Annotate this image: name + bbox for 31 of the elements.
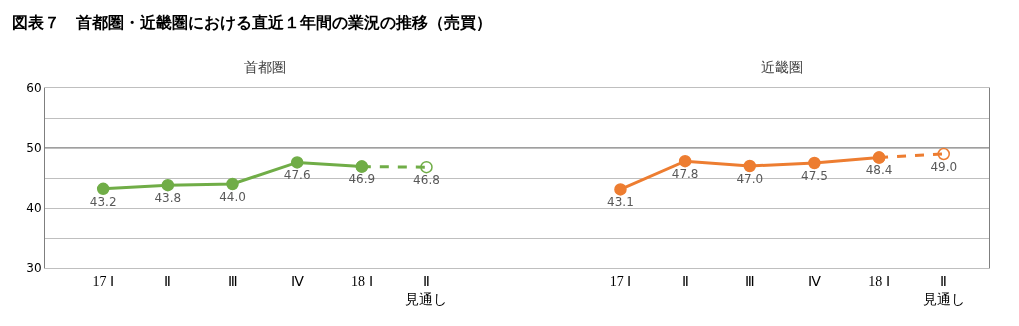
- x-tick-label: Ⅱ 見通し: [405, 273, 448, 307]
- x-tick-label: 17 Ⅰ: [609, 273, 632, 289]
- x-tick-label: 17 Ⅰ: [92, 273, 114, 289]
- data-label: 49.0: [930, 159, 958, 174]
- data-label: 46.9: [348, 172, 376, 187]
- x-tick-label: 18 Ⅰ: [868, 273, 890, 289]
- x-tick-label: Ⅲ: [744, 273, 755, 289]
- data-label: 43.2: [89, 194, 117, 209]
- x-tick-label: Ⅱ 見通し: [922, 273, 965, 307]
- data-label: 43.8: [154, 191, 182, 206]
- y-tick-label: 30: [26, 261, 42, 276]
- data-label: 48.4: [865, 163, 893, 178]
- text: 首都圏: [244, 59, 286, 75]
- x-tick-label: Ⅱ: [164, 273, 172, 289]
- data-label: 47.5: [801, 168, 828, 183]
- x-tick-label: Ⅱ: [681, 273, 689, 289]
- y-tick-label: 50: [26, 141, 42, 156]
- x-tick-label: Ⅲ: [227, 273, 238, 289]
- y-tick-label: 60: [26, 81, 42, 96]
- data-label: 47.6: [283, 168, 311, 183]
- x-tick-label: Ⅳ: [807, 273, 821, 289]
- y-tick-label: 40: [26, 201, 42, 216]
- data-label: 47.0: [736, 171, 764, 186]
- chart-title: 図表７ 首都圏・近畿圏における直近１年間の業況の推移（売買）: [12, 12, 493, 32]
- data-label: 47.8: [671, 167, 699, 182]
- data-label: 46.8: [413, 173, 440, 188]
- text: 近畿圏: [761, 59, 803, 75]
- x-tick-label: Ⅳ: [290, 273, 304, 289]
- data-label: 44.0: [219, 189, 246, 204]
- data-label: 43.1: [607, 195, 634, 210]
- x-tick-label: 18 Ⅰ: [351, 273, 373, 289]
